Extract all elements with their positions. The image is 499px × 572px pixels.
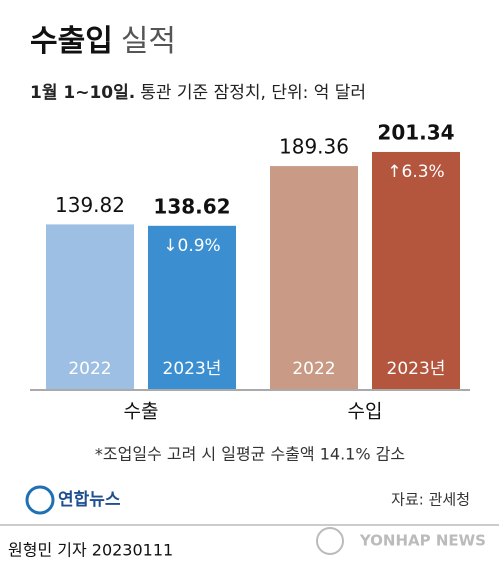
logo: 연합뉴스 [58, 489, 121, 510]
bar-series-label: 2022 [292, 359, 335, 379]
subtitle-bold: 1월 1~10일. [30, 83, 135, 103]
bar-series-label: 2022 [68, 359, 111, 379]
change-label: ↓0.9% [163, 236, 220, 256]
value-label: 201.34 [377, 120, 454, 144]
bar [270, 166, 358, 389]
chart-title: 수출입 실적 [30, 24, 176, 59]
watermark-icon [316, 527, 344, 555]
title-light: 실적 [121, 24, 176, 59]
bar [372, 151, 460, 389]
logo-icon [25, 485, 55, 515]
credit: 원형민 기자 20230111 [8, 541, 173, 560]
bar [46, 224, 134, 389]
bar-series-label: 2023년 [163, 359, 222, 379]
watermark: YONHAP NEWS [359, 532, 486, 550]
x-tick-label: 수입 [348, 401, 383, 423]
value-label: 138.62 [153, 194, 230, 218]
bar [148, 225, 236, 389]
source: 자료: 관세청 [391, 491, 470, 509]
change-label: ↑6.3% [387, 162, 444, 182]
title-bold: 수출입 [30, 24, 113, 59]
x-tick-label: 수출 [124, 401, 159, 423]
footnote: *조업일수 고려 시 일평균 수출액 14.1% 감소 [95, 445, 405, 464]
subtitle-text: 통관 기준 잠정치, 단위: 억 달러 [140, 83, 366, 103]
subtitle: 1월 1~10일. 통관 기준 잠정치, 단위: 억 달러 [30, 83, 366, 103]
value-label: 139.82 [55, 193, 125, 217]
bar-series-label: 2023년 [387, 359, 446, 379]
value-label: 189.36 [279, 135, 349, 159]
